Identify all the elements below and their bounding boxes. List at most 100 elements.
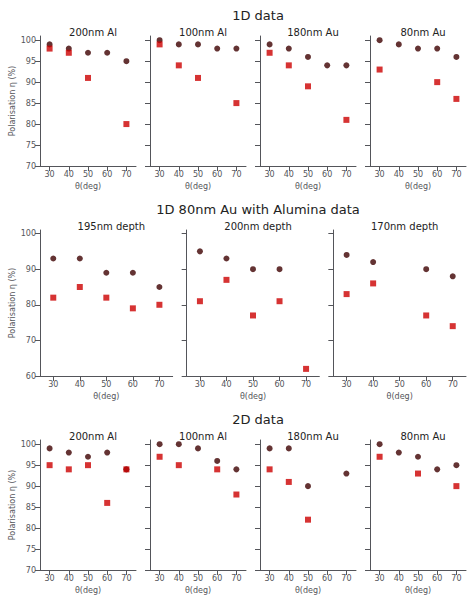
svg-text:200nm depth: 200nm depth: [224, 221, 291, 232]
svg-text:30: 30: [45, 574, 55, 583]
svg-text:50: 50: [413, 170, 423, 179]
svg-text:100: 100: [21, 440, 36, 449]
svg-text:70: 70: [121, 574, 131, 583]
svg-text:70: 70: [451, 170, 461, 179]
svg-text:90: 90: [26, 482, 36, 491]
svg-text:30: 30: [48, 380, 58, 389]
svg-text:50: 50: [193, 574, 203, 583]
svg-text:80: 80: [26, 120, 36, 129]
svg-text:Polarisation η (%): Polarisation η (%): [8, 268, 17, 338]
svg-text:60: 60: [322, 170, 332, 179]
svg-text:30: 30: [155, 574, 165, 583]
svg-text:180nm Au: 180nm Au: [287, 431, 339, 442]
svg-text:2D data: 2D data: [232, 412, 284, 427]
svg-text:60: 60: [432, 574, 442, 583]
svg-text:30: 30: [265, 170, 275, 179]
svg-text:θ(deg): θ(deg): [295, 586, 321, 595]
svg-text:70: 70: [26, 336, 36, 345]
svg-text:θ(deg): θ(deg): [240, 392, 266, 401]
svg-text:60: 60: [128, 380, 138, 389]
svg-text:200nm Al: 200nm Al: [69, 431, 117, 442]
svg-text:80nm Au: 80nm Au: [400, 27, 445, 38]
svg-text:50: 50: [101, 380, 111, 389]
svg-text:70: 70: [121, 170, 131, 179]
svg-text:70: 70: [154, 380, 164, 389]
svg-text:70: 70: [301, 380, 311, 389]
svg-text:40: 40: [284, 170, 294, 179]
svg-text:70: 70: [451, 574, 461, 583]
svg-text:30: 30: [45, 170, 55, 179]
svg-text:50: 50: [395, 380, 405, 389]
svg-text:40: 40: [284, 574, 294, 583]
svg-text:40: 40: [221, 380, 231, 389]
svg-text:θ(deg): θ(deg): [75, 182, 101, 191]
svg-text:170nm depth: 170nm depth: [371, 221, 438, 232]
svg-text:95: 95: [26, 57, 36, 66]
svg-text:50: 50: [83, 574, 93, 583]
svg-text:80: 80: [26, 300, 36, 309]
svg-text:70: 70: [341, 170, 351, 179]
svg-text:40: 40: [394, 574, 404, 583]
svg-text:Polarisation η (%): Polarisation η (%): [8, 470, 17, 540]
svg-text:θ(deg): θ(deg): [75, 586, 101, 595]
svg-text:100: 100: [21, 229, 36, 238]
svg-text:50: 50: [248, 380, 258, 389]
svg-text:40: 40: [174, 574, 184, 583]
svg-text:70: 70: [341, 574, 351, 583]
svg-text:70: 70: [231, 574, 241, 583]
svg-text:θ(deg): θ(deg): [185, 586, 211, 595]
svg-text:60: 60: [26, 372, 36, 381]
svg-text:40: 40: [75, 380, 85, 389]
svg-text:100: 100: [21, 36, 36, 45]
svg-text:40: 40: [64, 574, 74, 583]
svg-text:1D data: 1D data: [232, 8, 284, 23]
svg-text:60: 60: [102, 170, 112, 179]
svg-text:40: 40: [174, 170, 184, 179]
svg-text:195nm depth: 195nm depth: [78, 221, 145, 232]
svg-text:40: 40: [64, 170, 74, 179]
svg-text:50: 50: [83, 170, 93, 179]
svg-text:50: 50: [413, 574, 423, 583]
svg-text:30: 30: [265, 574, 275, 583]
svg-text:30: 30: [342, 380, 352, 389]
svg-text:70: 70: [231, 170, 241, 179]
svg-text:50: 50: [303, 170, 313, 179]
svg-text:60: 60: [274, 380, 284, 389]
svg-text:200nm Al: 200nm Al: [69, 27, 117, 38]
svg-text:60: 60: [102, 574, 112, 583]
svg-text:θ(deg): θ(deg): [295, 182, 321, 191]
svg-text:100nm Al: 100nm Al: [179, 431, 227, 442]
svg-text:75: 75: [26, 141, 36, 150]
svg-text:30: 30: [375, 170, 385, 179]
svg-text:60: 60: [432, 170, 442, 179]
svg-text:80nm Au: 80nm Au: [400, 431, 445, 442]
svg-text:85: 85: [26, 503, 36, 512]
svg-text:30: 30: [155, 170, 165, 179]
svg-text:95: 95: [26, 461, 36, 470]
svg-text:70: 70: [26, 566, 36, 575]
svg-text:70: 70: [26, 162, 36, 171]
svg-text:50: 50: [193, 170, 203, 179]
svg-text:40: 40: [368, 380, 378, 389]
svg-text:60: 60: [212, 574, 222, 583]
svg-text:60: 60: [421, 380, 431, 389]
svg-text:30: 30: [375, 574, 385, 583]
svg-text:60: 60: [322, 574, 332, 583]
svg-text:90: 90: [26, 78, 36, 87]
svg-text:90: 90: [26, 265, 36, 274]
svg-text:80: 80: [26, 524, 36, 533]
svg-text:1D 80nm Au with Alumina data: 1D 80nm Au with Alumina data: [156, 202, 360, 217]
svg-text:85: 85: [26, 99, 36, 108]
svg-text:50: 50: [303, 574, 313, 583]
svg-text:30: 30: [195, 380, 205, 389]
svg-text:θ(deg): θ(deg): [405, 586, 431, 595]
svg-text:θ(deg): θ(deg): [405, 182, 431, 191]
svg-text:100nm Al: 100nm Al: [179, 27, 227, 38]
svg-text:60: 60: [212, 170, 222, 179]
svg-text:θ(deg): θ(deg): [185, 182, 211, 191]
svg-text:75: 75: [26, 545, 36, 554]
svg-text:40: 40: [394, 170, 404, 179]
svg-text:70: 70: [448, 380, 458, 389]
svg-text:θ(deg): θ(deg): [93, 392, 119, 401]
svg-text:180nm Au: 180nm Au: [287, 27, 339, 38]
